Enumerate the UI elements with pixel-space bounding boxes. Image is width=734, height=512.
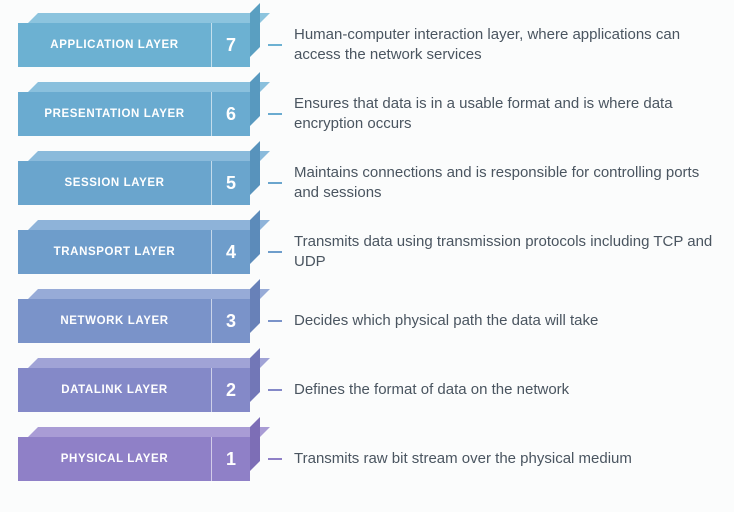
connector-dash	[268, 320, 282, 322]
block-front-face: PHYSICAL LAYER1	[18, 437, 250, 481]
block-top-face	[28, 220, 270, 230]
layer-description: Maintains connections and is responsible…	[294, 163, 722, 204]
block-top-face	[28, 289, 270, 299]
connector-dash	[268, 389, 282, 391]
block-top-face	[28, 427, 270, 437]
connector-dash	[268, 182, 282, 184]
block-front-face: DATALINK LAYER2	[18, 368, 250, 412]
layer-number-label: 3	[212, 299, 250, 343]
layer-number-label: 7	[212, 23, 250, 67]
layer-block: SESSION LAYER5	[18, 161, 250, 205]
layer-row: APPLICATION LAYER7 Human-computer interac…	[18, 18, 722, 72]
layer-name-label: APPLICATION LAYER	[18, 23, 212, 67]
layer-row: PHYSICAL LAYER1 Transmits raw bit stream …	[18, 432, 722, 486]
block-top-face	[28, 13, 270, 23]
block-side-face	[250, 210, 260, 264]
layer-block: NETWORK LAYER3	[18, 299, 250, 343]
layer-block: APPLICATION LAYER7	[18, 23, 250, 67]
layer-description: Transmits data using transmission protoc…	[294, 232, 722, 273]
layer-number-label: 6	[212, 92, 250, 136]
layer-block: PHYSICAL LAYER1	[18, 437, 250, 481]
layer-number-label: 1	[212, 437, 250, 481]
layer-name-label: PHYSICAL LAYER	[18, 437, 212, 481]
layer-name-label: NETWORK LAYER	[18, 299, 212, 343]
layer-number-label: 5	[212, 161, 250, 205]
layer-block: DATALINK LAYER2	[18, 368, 250, 412]
block-side-face	[250, 3, 260, 57]
block-front-face: APPLICATION LAYER7	[18, 23, 250, 67]
layer-row: PRESENTATION LAYER6 Ensures that data is …	[18, 87, 722, 141]
layer-description: Decides which physical path the data wil…	[294, 311, 598, 331]
connector-dash	[268, 458, 282, 460]
block-side-face	[250, 348, 260, 402]
layer-name-label: SESSION LAYER	[18, 161, 212, 205]
layer-number-label: 4	[212, 230, 250, 274]
block-front-face: NETWORK LAYER3	[18, 299, 250, 343]
layer-name-label: DATALINK LAYER	[18, 368, 212, 412]
layer-description: Defines the format of data on the networ…	[294, 380, 569, 400]
block-top-face	[28, 82, 270, 92]
layer-row: TRANSPORT LAYER4 Transmits data using tra…	[18, 225, 722, 279]
block-side-face	[250, 72, 260, 126]
block-front-face: TRANSPORT LAYER4	[18, 230, 250, 274]
layer-description: Ensures that data is in a usable format …	[294, 94, 722, 135]
block-side-face	[250, 141, 260, 195]
layer-block: PRESENTATION LAYER6	[18, 92, 250, 136]
connector-dash	[268, 44, 282, 46]
layer-name-label: TRANSPORT LAYER	[18, 230, 212, 274]
layer-name-label: PRESENTATION LAYER	[18, 92, 212, 136]
connector-dash	[268, 113, 282, 115]
layer-row: DATALINK LAYER2 Defines the format of dat…	[18, 363, 722, 417]
block-front-face: PRESENTATION LAYER6	[18, 92, 250, 136]
layer-row: SESSION LAYER5 Maintains connections and …	[18, 156, 722, 210]
layer-row: NETWORK LAYER3 Decides which physical pat…	[18, 294, 722, 348]
layer-block: TRANSPORT LAYER4	[18, 230, 250, 274]
block-front-face: SESSION LAYER5	[18, 161, 250, 205]
block-top-face	[28, 358, 270, 368]
connector-dash	[268, 251, 282, 253]
layer-number-label: 2	[212, 368, 250, 412]
block-side-face	[250, 417, 260, 471]
block-top-face	[28, 151, 270, 161]
layer-description: Human-computer interaction layer, where …	[294, 25, 722, 66]
layer-description: Transmits raw bit stream over the physic…	[294, 449, 632, 469]
block-side-face	[250, 279, 260, 333]
osi-diagram: APPLICATION LAYER7 Human-computer interac…	[18, 18, 722, 486]
